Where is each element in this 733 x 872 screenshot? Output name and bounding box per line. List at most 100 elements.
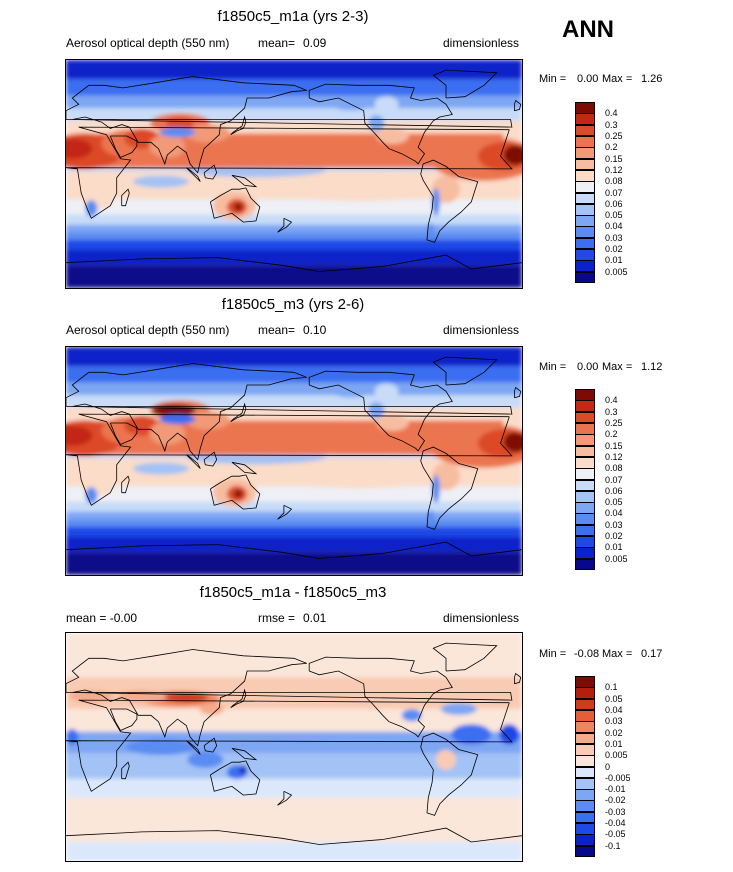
panel-3-map — [65, 632, 523, 862]
colorbar-tick-label: 0.01 — [605, 255, 623, 266]
colorbar-box — [575, 147, 595, 159]
colorbar-tick-label: 0.04 — [605, 221, 623, 232]
colorbar-box — [575, 687, 595, 700]
colorbar-box — [575, 102, 595, 114]
colorbar-box — [575, 721, 595, 733]
colorbar-box — [575, 158, 595, 171]
colorbar-box — [575, 169, 595, 182]
panel-2-min-value: 0.00 — [577, 361, 599, 373]
panel-3-rmse-value: 0.01 — [303, 611, 327, 625]
colorbar-tick-label: -0.1 — [605, 840, 621, 851]
colorbar-tick-label: 0.08 — [605, 176, 623, 187]
panel-1-units: dimensionless — [443, 36, 520, 50]
colorbar-box — [575, 676, 595, 688]
colorbar-tick-label: -0.04 — [605, 818, 626, 829]
colorbar-tick-label: 0.005 — [605, 553, 628, 564]
colorbar-box — [575, 203, 595, 216]
colorbar-tick-label: 0.01 — [605, 542, 623, 553]
panel-3-min-value: -0.08 — [574, 648, 600, 660]
colorbar-tick-label: 0.06 — [605, 198, 623, 209]
colorbar-box — [575, 698, 595, 711]
colorbar-box — [575, 422, 595, 435]
panel-2-max-value: 1.12 — [641, 361, 663, 373]
colorbar-box — [575, 249, 595, 261]
colorbar-tick-label: -0.01 — [605, 784, 626, 795]
colorbar-box — [575, 558, 595, 571]
colorbar-box — [575, 755, 595, 767]
colorbar-box — [575, 766, 595, 779]
colorbar-box — [575, 709, 595, 722]
colorbar-box — [575, 479, 595, 492]
colorbar-box — [575, 400, 595, 413]
colorbar-box — [575, 547, 595, 560]
panel-1-title: f1850c5_m1a (yrs 2-3) — [217, 8, 369, 25]
colorbar-tick-label: 0.4 — [605, 108, 618, 119]
panel-3-mean-label: mean = -0.00 — [66, 611, 138, 625]
panel-2-min-label: Min = — [539, 361, 567, 373]
panel-3-units: dimensionless — [443, 611, 520, 625]
colorbar-box — [575, 124, 595, 137]
panel-1-map — [65, 59, 523, 289]
colorbar-tick-label: -0.02 — [605, 795, 626, 806]
colorbar-tick-label: 0.02 — [605, 727, 623, 738]
colorbar-tick-label: 0.3 — [605, 119, 618, 130]
colorbar-tick-label: 0.005 — [605, 750, 628, 761]
colorbar-box — [575, 113, 595, 126]
panel-2-mean-label: mean= — [258, 323, 296, 337]
season-label: ANN — [562, 16, 614, 43]
panel-2-units: dimensionless — [443, 323, 520, 337]
colorbar-tick-label: 0.15 — [605, 440, 623, 451]
colorbar-box — [575, 743, 595, 756]
colorbar-box — [575, 215, 595, 227]
colorbar-tick-label: 0.15 — [605, 153, 623, 164]
colorbar-tick-label: 0.08 — [605, 463, 623, 474]
colorbar-box — [575, 271, 595, 284]
panel-2-map — [65, 346, 523, 576]
panel-3-colorbar: -0.1 -0.05 -0.04 -0.03 -0.02 -0.01 -0.005 0 0.00… — [575, 676, 631, 858]
colorbar-box — [575, 789, 595, 801]
colorbar-tick-label: 0.12 — [605, 451, 623, 462]
colorbar-box — [575, 260, 595, 273]
colorbar-tick-label: 0.03 — [605, 716, 623, 727]
colorbar-box — [575, 411, 595, 424]
panel-1-min-value: 0.00 — [577, 73, 599, 85]
colorbar-tick-label: -0.03 — [605, 806, 626, 817]
colorbar-box — [575, 845, 595, 858]
colorbar-box — [575, 226, 595, 239]
colorbar-box — [575, 135, 595, 148]
colorbar-box — [575, 524, 595, 537]
colorbar-box — [575, 823, 595, 835]
colorbar-box — [575, 434, 595, 446]
colorbar-tick-label: 0.1 — [605, 682, 618, 693]
colorbar-tick-label: -0.05 — [605, 829, 626, 840]
panel-1-variable-label: Aerosol optical depth (550 nm) — [66, 36, 230, 50]
panel-2-max-label: Max = — [602, 361, 633, 373]
colorbar-tick-label: 0.05 — [605, 497, 623, 508]
colorbar-box — [575, 811, 595, 824]
colorbar-tick-label: 0.05 — [605, 693, 623, 704]
colorbar-tick-label: 0.3 — [605, 406, 618, 417]
colorbar-tick-label: 0.03 — [605, 519, 623, 530]
colorbar-tick-label: -0.005 — [605, 772, 631, 783]
colorbar-box — [575, 513, 595, 526]
colorbar-tick-label: 0.04 — [605, 704, 623, 715]
colorbar-tick-label: 0.02 — [605, 531, 623, 542]
panel-3-title: f1850c5_m1a - f1850c5_m3 — [199, 584, 387, 601]
panel-3-rmse-label: rmse = — [258, 611, 296, 625]
colorbar-tick-label: 0.12 — [605, 164, 623, 175]
colorbar-box — [575, 777, 595, 790]
colorbar-box — [575, 445, 595, 458]
panel-1-colorbar: 0.005 0.01 0.02 0.03 0.04 0.05 0.06 0.07 0.08 0.1… — [575, 102, 628, 284]
panel-3-max-label: Max = — [602, 648, 633, 660]
colorbar-box — [575, 456, 595, 469]
colorbar-box — [575, 502, 595, 514]
colorbar-tick-label: 0.04 — [605, 508, 623, 519]
colorbar-tick-label: 0.2 — [605, 142, 618, 153]
colorbar-tick-label: 0 — [605, 761, 611, 772]
colorbar-box — [575, 237, 595, 250]
panel-3-max-value: 0.17 — [641, 648, 663, 660]
colorbar-box — [575, 490, 595, 503]
panel-2-variable-label: Aerosol optical depth (550 nm) — [66, 323, 230, 337]
colorbar-box — [575, 389, 595, 401]
panel-2-mean-value: 0.10 — [303, 323, 327, 337]
